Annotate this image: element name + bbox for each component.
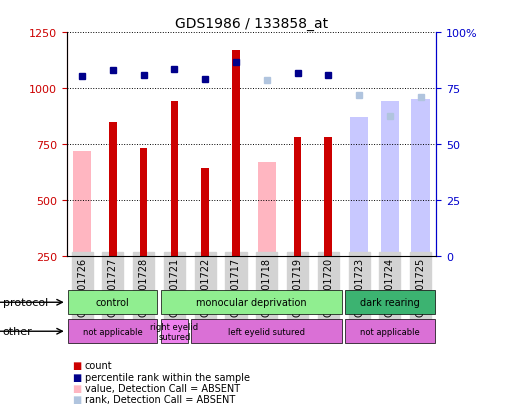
Bar: [161, 319, 188, 344]
Text: ■: ■: [72, 372, 81, 382]
Bar: [161, 290, 342, 315]
Bar: [345, 319, 435, 344]
Bar: [345, 290, 435, 315]
Bar: [258, 162, 276, 256]
Text: value, Detection Call = ABSENT: value, Detection Call = ABSENT: [85, 383, 240, 393]
Bar: [68, 290, 157, 315]
Bar: [201, 169, 209, 256]
Bar: [68, 319, 157, 344]
Bar: [411, 225, 430, 256]
Text: monocular deprivation: monocular deprivation: [196, 297, 307, 308]
Text: ■: ■: [72, 361, 81, 370]
Text: count: count: [85, 361, 112, 370]
Text: percentile rank within the sample: percentile rank within the sample: [85, 372, 250, 382]
Bar: [350, 118, 368, 256]
Bar: [73, 151, 91, 256]
Text: ■: ■: [72, 383, 81, 393]
Text: left eyelid sutured: left eyelid sutured: [228, 327, 305, 336]
Bar: [324, 138, 332, 256]
Bar: [191, 319, 342, 344]
Text: not applicable: not applicable: [83, 327, 143, 336]
Bar: [170, 102, 179, 256]
Bar: [381, 102, 399, 256]
Bar: [350, 202, 368, 256]
Text: protocol: protocol: [3, 297, 48, 308]
Title: GDS1986 / 133858_at: GDS1986 / 133858_at: [175, 17, 328, 31]
Text: right eyelid
sutured: right eyelid sutured: [150, 322, 199, 341]
Bar: [411, 100, 430, 256]
Text: rank, Detection Call = ABSENT: rank, Detection Call = ABSENT: [85, 394, 235, 404]
Bar: [140, 149, 148, 256]
Text: other: other: [3, 326, 32, 337]
Bar: [381, 238, 399, 256]
Bar: [293, 138, 301, 256]
Text: ■: ■: [72, 394, 81, 404]
Bar: [109, 122, 116, 256]
Text: control: control: [96, 297, 130, 308]
Bar: [232, 51, 240, 256]
Text: not applicable: not applicable: [360, 327, 420, 336]
Text: dark rearing: dark rearing: [360, 297, 420, 308]
